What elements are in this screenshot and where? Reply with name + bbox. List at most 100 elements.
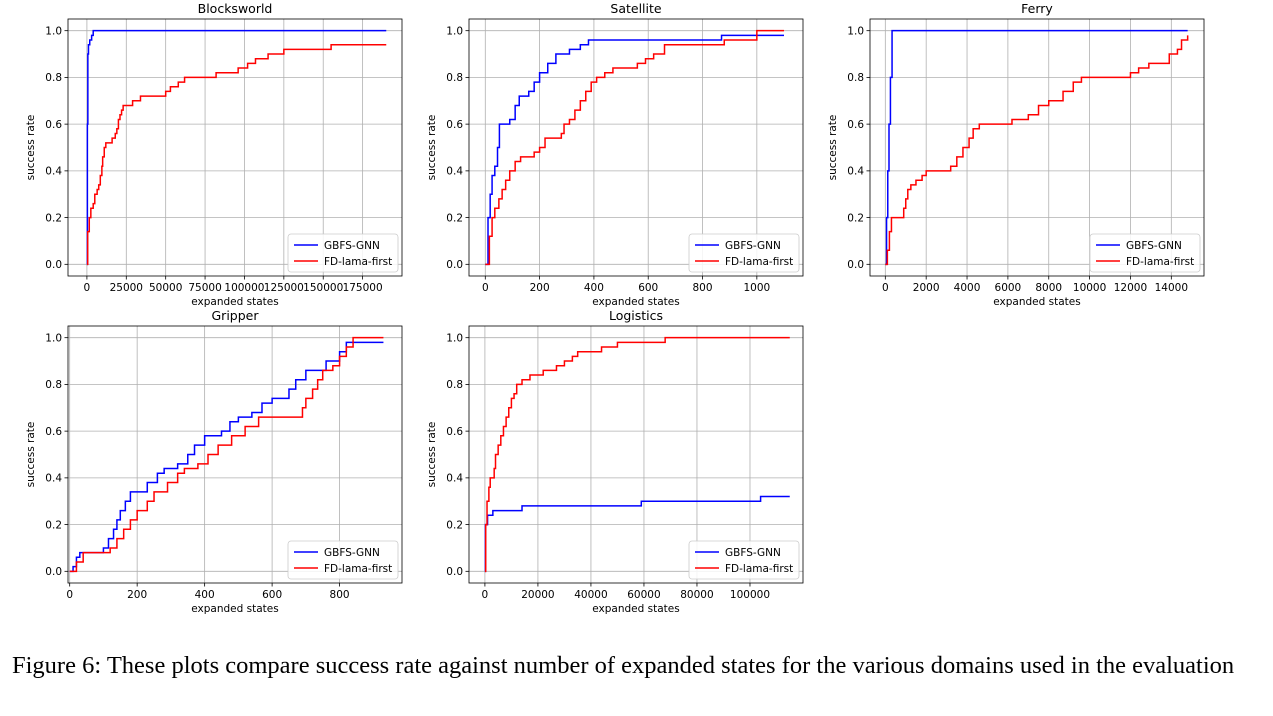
x-axis-label: expanded states — [592, 603, 679, 615]
legend-label: FD-lama-first — [324, 563, 392, 575]
y-axis-label: success rate — [827, 115, 839, 181]
y-tick-label: 0.2 — [446, 212, 463, 224]
legend-label: GBFS-GNN — [725, 240, 781, 252]
x-tick-label: 60000 — [627, 589, 660, 601]
chart-title: Satellite — [610, 1, 662, 16]
legend-box — [688, 233, 800, 273]
chart-title: Ferry — [1021, 1, 1053, 16]
legend-box — [1089, 233, 1201, 273]
x-tick-label: 0 — [84, 282, 91, 294]
y-tick-label: 0.4 — [45, 166, 62, 178]
series-line-gbfs-gnn — [485, 34, 784, 266]
x-tick-label: 0 — [66, 589, 73, 601]
x-tick-label: 0 — [882, 282, 889, 294]
y-tick-label: 0.0 — [45, 566, 62, 578]
legend-label: GBFS-GNN — [725, 547, 781, 559]
y-tick-label: 1.0 — [847, 25, 864, 37]
series-line-fd-lama-first — [484, 336, 790, 573]
y-axis-label: success rate — [426, 422, 438, 488]
series-line-gbfs-gnn — [86, 29, 387, 266]
chart-4: 0 20000 40000 60000 80000 100000 0.0 0.2 0.4 0.6 0… — [426, 308, 804, 615]
axes-frame — [869, 18, 1205, 277]
y-tick-label: 0.0 — [847, 259, 864, 271]
y-tick-label: 0.6 — [45, 119, 62, 131]
y-tick-label: 0.2 — [446, 519, 463, 531]
x-tick-label: 80000 — [680, 589, 713, 601]
x-tick-label: 100000 — [224, 282, 264, 294]
chart-1: 0 200 400 600 800 1000 0.0 0.2 0.4 0.6 0.8 1.0 Satel… — [426, 1, 804, 308]
x-axis-label: expanded states — [993, 296, 1080, 308]
legend-box — [287, 540, 399, 580]
x-tick-label: 0 — [482, 282, 489, 294]
y-tick-label: 1.0 — [446, 25, 463, 37]
chart-title: Blocksworld — [198, 1, 273, 16]
y-tick-label: 0.0 — [45, 259, 62, 271]
x-tick-label: 2000 — [913, 282, 940, 294]
legend-label: FD-lama-first — [725, 563, 793, 575]
chart-3: 0 200 400 600 800 0.0 0.2 0.4 0.6 0.8 1.0 Gripper ex… — [25, 308, 403, 615]
legend-label: GBFS-GNN — [1126, 240, 1182, 252]
legend-box — [688, 540, 800, 580]
x-tick-label: 8000 — [1035, 282, 1062, 294]
x-tick-label: 800 — [330, 589, 350, 601]
legend-label: GBFS-GNN — [324, 547, 380, 559]
y-axis-label: success rate — [25, 422, 37, 488]
axes-frame — [67, 325, 403, 584]
y-tick-label: 0.4 — [446, 473, 463, 485]
legend: GBFS-GNN FD-lama-first — [1089, 233, 1201, 273]
figure-canvas: 0 25000 50000 75000 100000 125000 150000 175000… — [25, 1, 1205, 615]
y-tick-label: 1.0 — [45, 25, 62, 37]
y-tick-label: 0.6 — [446, 426, 463, 438]
series-line-fd-lama-first — [86, 43, 387, 266]
x-tick-label: 800 — [693, 282, 713, 294]
legend: GBFS-GNN FD-lama-first — [688, 233, 800, 273]
chart-title: Logistics — [609, 308, 663, 323]
x-tick-label: 10000 — [1073, 282, 1106, 294]
legend-label: FD-lama-first — [1126, 256, 1194, 268]
x-tick-label: 4000 — [954, 282, 981, 294]
axes-frame — [468, 325, 804, 584]
y-tick-label: 0.8 — [847, 72, 864, 84]
x-axis-label: expanded states — [592, 296, 679, 308]
y-tick-label: 0.2 — [847, 212, 864, 224]
x-tick-label: 125000 — [264, 282, 304, 294]
y-tick-label: 0.4 — [446, 166, 463, 178]
x-tick-label: 175000 — [343, 282, 383, 294]
y-axis-label: success rate — [426, 115, 438, 181]
legend-label: GBFS-GNN — [324, 240, 380, 252]
legend: GBFS-GNN FD-lama-first — [287, 540, 399, 580]
axes-frame — [67, 18, 403, 277]
x-tick-label: 400 — [195, 589, 215, 601]
x-tick-label: 200 — [127, 589, 147, 601]
y-tick-label: 0.2 — [45, 212, 62, 224]
x-tick-label: 150000 — [303, 282, 343, 294]
y-tick-label: 1.0 — [446, 332, 463, 344]
legend: GBFS-GNN FD-lama-first — [688, 540, 800, 580]
series-line-gbfs-gnn — [885, 29, 1188, 266]
y-tick-label: 0.0 — [446, 259, 463, 271]
x-tick-label: 1000 — [743, 282, 770, 294]
y-tick-label: 0.8 — [446, 379, 463, 391]
figure-caption: Figure 6: These plots compare success ra… — [12, 652, 1235, 679]
axes-frame — [468, 18, 804, 277]
series-line-fd-lama-first — [485, 29, 784, 266]
chart-0: 0 25000 50000 75000 100000 125000 150000 175000… — [25, 1, 403, 308]
y-tick-label: 0.6 — [45, 426, 62, 438]
x-tick-label: 14000 — [1155, 282, 1188, 294]
x-tick-label: 600 — [262, 589, 282, 601]
y-tick-label: 0.4 — [45, 473, 62, 485]
y-tick-label: 0.6 — [847, 119, 864, 131]
chart-2: 0 2000 4000 6000 8000 10000 12000 14000 0.0 0.2 0.… — [827, 1, 1205, 308]
y-tick-label: 0.0 — [446, 566, 463, 578]
y-tick-label: 0.4 — [847, 166, 864, 178]
y-tick-label: 0.8 — [45, 72, 62, 84]
series-line-fd-lama-first — [885, 35, 1189, 266]
series-line-fd-lama-first — [69, 336, 384, 573]
x-tick-label: 200 — [530, 282, 550, 294]
y-tick-label: 1.0 — [45, 332, 62, 344]
y-tick-label: 0.8 — [45, 379, 62, 391]
legend-label: FD-lama-first — [725, 256, 793, 268]
y-tick-label: 0.6 — [446, 119, 463, 131]
legend-box — [287, 233, 399, 273]
x-tick-label: 75000 — [188, 282, 221, 294]
